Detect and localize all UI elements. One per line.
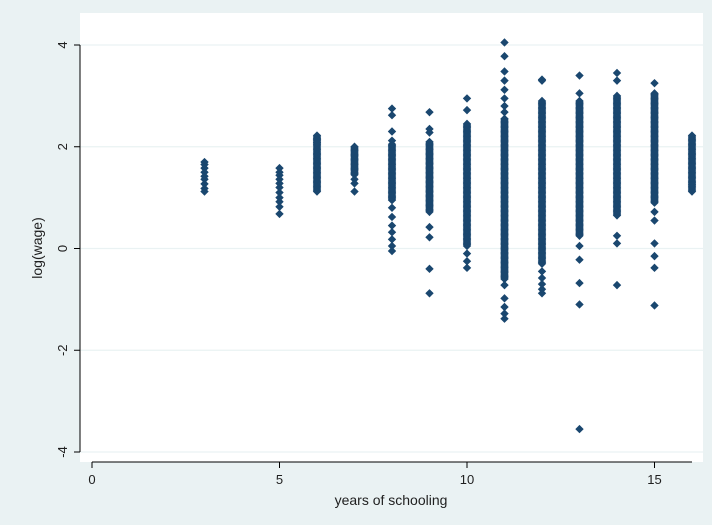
y-axis-title: log(wage) [29, 217, 45, 278]
y-tick-label: -4 [55, 446, 70, 458]
scatter-point [387, 127, 397, 136]
scatter-point [387, 228, 397, 237]
scatter-point [687, 180, 697, 190]
scatter-point [387, 241, 397, 251]
scatter-point [500, 280, 509, 290]
scatter-point [612, 239, 622, 248]
scatter-point [275, 188, 284, 197]
scatter-point [650, 263, 659, 273]
scatter-point [387, 235, 397, 244]
scatter-point [575, 300, 584, 309]
scatter-point [500, 67, 509, 76]
scatter-point [387, 212, 397, 222]
scatter-point [575, 89, 584, 98]
scatter-point [350, 179, 359, 188]
x-tick-label: 0 [88, 472, 95, 487]
scatter-point [425, 289, 434, 298]
scatter-point [575, 96, 584, 106]
scatter-point [687, 131, 697, 140]
scatter-point [612, 91, 622, 101]
scatter-point [537, 76, 547, 85]
scatter-point [537, 289, 547, 298]
scatter-point [612, 76, 622, 85]
scatter-point [275, 202, 284, 211]
scatter-point [425, 233, 434, 242]
scatter-point [537, 267, 547, 276]
y-tick-label: -2 [55, 344, 70, 356]
scatter-point [650, 216, 659, 225]
scatter-point [425, 128, 434, 137]
scatter-point [500, 76, 509, 85]
scatter-point [650, 239, 659, 248]
scatter-point [500, 85, 509, 94]
scatter-point [612, 231, 622, 240]
scatter-point [200, 179, 209, 189]
scatter-point [500, 302, 509, 312]
scatter-point [500, 101, 509, 111]
scatter-point [387, 136, 397, 145]
scatter-point [612, 68, 622, 78]
scatter-point [462, 249, 472, 258]
scatter-point [650, 78, 659, 88]
scatter-point [275, 183, 284, 192]
scatter-point [425, 264, 434, 274]
x-axis-title: years of schooling [335, 492, 448, 508]
scatter-point [500, 309, 509, 318]
scatter-point [200, 187, 209, 196]
marker-layer [200, 38, 697, 434]
scatter-point [462, 257, 472, 266]
scatter-point [200, 175, 209, 184]
scatter-point [500, 38, 509, 47]
scatter-point [537, 273, 547, 283]
scatter-point [462, 94, 472, 103]
scatter-point [500, 114, 509, 123]
scatter-point [575, 241, 584, 251]
scatter-point [500, 107, 509, 117]
x-tick-label: 5 [276, 472, 283, 487]
scatter-point [612, 280, 622, 290]
scatter-point [425, 107, 434, 117]
scatter-point [312, 138, 322, 147]
scatter-point [425, 137, 434, 147]
scatter-point [350, 142, 359, 151]
scatter-point [575, 278, 584, 288]
scatter-point [387, 111, 397, 120]
scatter-point [350, 187, 359, 196]
scatter-point [387, 221, 397, 230]
scatter-point [650, 251, 659, 261]
scatter-point [650, 207, 659, 217]
x-axis-ticks: 0 5 10 15 [88, 462, 662, 487]
scatter-point [650, 301, 659, 310]
scatter-point [462, 119, 472, 129]
scatter-point [425, 222, 434, 232]
scatter-point [500, 294, 509, 303]
x-tick-label: 10 [460, 472, 474, 487]
scatter-point [500, 314, 509, 323]
y-tick-label: 2 [55, 143, 70, 150]
scatter-point [537, 96, 547, 106]
scatter-point [500, 51, 509, 61]
scatter-point [462, 263, 472, 273]
scatter-point [275, 209, 284, 219]
scatter-point [537, 279, 547, 289]
scatter-point [387, 203, 397, 212]
scatter-point [275, 197, 284, 206]
scatter-point [387, 246, 397, 256]
scatter-point [500, 94, 509, 103]
scatter-point [575, 255, 584, 264]
scatter-point [387, 104, 397, 113]
scatter-point [575, 424, 584, 434]
y-axis-ticks: 4 2 0 -2 -4 [55, 41, 80, 458]
y-tick-label: 0 [55, 245, 70, 252]
x-tick-label: 15 [647, 472, 661, 487]
scatter-point [575, 71, 584, 80]
scatter-point [462, 105, 472, 115]
y-tick-label: 4 [55, 41, 70, 48]
scatter-point [650, 89, 659, 98]
